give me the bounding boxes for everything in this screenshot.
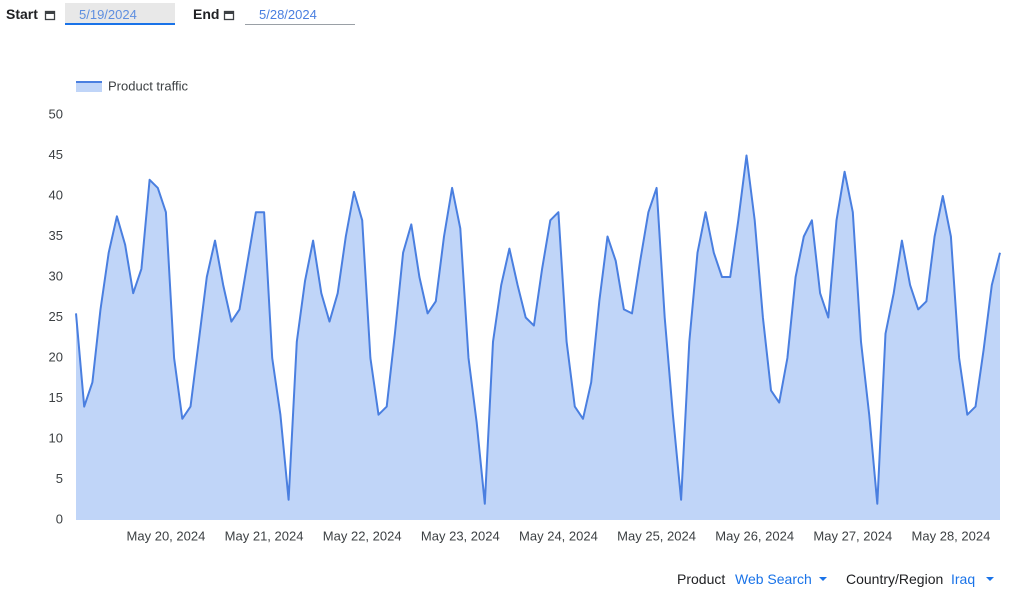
calendar-icon[interactable]	[44, 9, 56, 21]
legend-label: Product traffic	[108, 78, 188, 93]
x-tick-label: May 24, 2024	[519, 528, 598, 543]
x-tick-label: May 21, 2024	[225, 528, 304, 543]
area	[76, 155, 1000, 520]
x-tick-label: May 22, 2024	[323, 528, 402, 543]
calendar-icon[interactable]	[223, 9, 235, 21]
start-label: Start	[6, 6, 38, 22]
line	[75, 154, 1001, 505]
y-tick-label: 35	[49, 228, 63, 243]
filter-dropdown[interactable]: Web Search	[735, 571, 812, 587]
end-label: End	[193, 6, 220, 22]
y-tick-label: 40	[49, 187, 63, 202]
y-tick-label: 30	[49, 268, 63, 283]
y-tick-label: 15	[49, 390, 63, 405]
legend-swatch	[76, 81, 102, 92]
filter-dropdown[interactable]: Iraq	[951, 571, 976, 587]
y-tick-label: 20	[49, 349, 63, 364]
x-tick-label: May 28, 2024	[912, 528, 991, 543]
chart: 0 5 10 15 20 25 30 35 40 45 50 May 20, 2024 May 21, …	[49, 78, 1001, 543]
y-tick-label: 10	[49, 430, 63, 445]
y-tick-label: 0	[56, 511, 63, 526]
y-tick-label: 50	[49, 106, 63, 121]
start-date-input[interactable]: 5/19/2024	[65, 3, 175, 25]
x-tick-label: May 25, 2024	[617, 528, 696, 543]
end-date-input[interactable]: 5/28/2024	[245, 3, 355, 25]
x-tick-label: May 26, 2024	[715, 528, 794, 543]
dropdown-arrow[interactable]	[818, 575, 828, 583]
x-tick-label: May 23, 2024	[421, 528, 500, 543]
dropdown-arrow[interactable]	[985, 575, 995, 583]
y-tick-label: 45	[49, 147, 63, 162]
y-tick-label: 25	[49, 309, 63, 324]
y-tick-label: 5	[56, 471, 63, 486]
filter-label: Country/Region	[846, 571, 944, 587]
x-tick-label: May 20, 2024	[127, 528, 206, 543]
filter-label: Product	[677, 571, 726, 587]
x-tick-label: May 27, 2024	[813, 528, 892, 543]
